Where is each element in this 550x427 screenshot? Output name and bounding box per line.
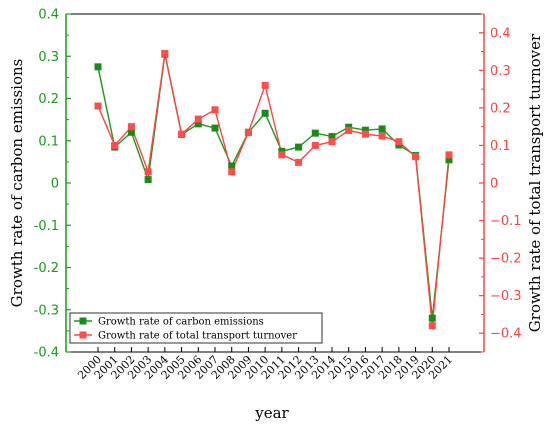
series-2-point bbox=[244, 128, 252, 136]
series-1-point bbox=[194, 120, 202, 128]
series-2-point bbox=[412, 153, 420, 161]
right-tick-label: −0.3 bbox=[490, 289, 522, 304]
left-tick-label: 0 bbox=[51, 177, 59, 192]
right-tick-label: 0 bbox=[490, 177, 498, 192]
series-2-point bbox=[311, 141, 319, 149]
right-tick-label: −0.4 bbox=[490, 327, 522, 342]
series-1-point bbox=[295, 143, 303, 151]
left-tick-label: 0.2 bbox=[38, 92, 59, 107]
series-1-point bbox=[127, 128, 135, 136]
series-markers bbox=[94, 49, 453, 330]
series-2-point bbox=[328, 138, 336, 146]
series-1-point bbox=[361, 126, 369, 134]
series-1-point bbox=[228, 162, 236, 170]
series-line-2 bbox=[97, 53, 450, 326]
series-1-point bbox=[144, 176, 152, 184]
left-tick-label: -0.1 bbox=[34, 219, 59, 234]
series-2-point bbox=[161, 49, 169, 57]
series-2-point bbox=[278, 151, 286, 159]
legend-marker-2 bbox=[79, 331, 87, 339]
left-tick-label: -0.4 bbox=[34, 346, 59, 361]
series-1-point bbox=[428, 314, 436, 322]
series-2-point bbox=[445, 151, 453, 159]
series-2-point bbox=[228, 168, 236, 176]
series-2-point bbox=[378, 132, 386, 140]
right-tick-label: −0.2 bbox=[490, 252, 522, 267]
series-1-point bbox=[278, 147, 286, 155]
left-tick-label: 0.1 bbox=[38, 134, 59, 149]
left-tick-label: -0.3 bbox=[34, 303, 59, 318]
legend-box bbox=[69, 312, 323, 344]
series-2-point bbox=[211, 106, 219, 114]
series-1-point bbox=[94, 63, 102, 71]
series-2-point bbox=[395, 138, 403, 146]
series-2-point bbox=[345, 126, 353, 134]
left-tick-label: 0.3 bbox=[38, 50, 59, 65]
left-axis-title: Growth rate of carbon emissions bbox=[8, 59, 26, 308]
series-2-point bbox=[261, 81, 269, 89]
legend-marker-1 bbox=[79, 317, 87, 325]
series-line-1 bbox=[97, 53, 450, 319]
left-tick-label: 0.4 bbox=[38, 8, 59, 23]
series-lines bbox=[97, 53, 450, 326]
series-2-point bbox=[111, 141, 119, 149]
series-2-point bbox=[127, 123, 135, 131]
right-tick-label: 0.1 bbox=[490, 139, 511, 154]
series-1-point bbox=[378, 125, 386, 133]
series-1-point bbox=[445, 156, 453, 164]
x-axis-title: year bbox=[254, 404, 289, 422]
series-2-point bbox=[361, 130, 369, 138]
series-2-point bbox=[178, 130, 186, 138]
series-2-point bbox=[428, 322, 436, 330]
series-2-point bbox=[144, 168, 152, 176]
series-1-point bbox=[328, 133, 336, 141]
series-2-point bbox=[295, 158, 303, 166]
legend-label-2: Growth rate of total transport turnover bbox=[98, 331, 297, 342]
series-2-point bbox=[194, 115, 202, 123]
left-tick-label: -0.2 bbox=[34, 261, 59, 276]
right-axis-title: Growth rate of total transport turnover bbox=[526, 33, 544, 332]
series-1-point bbox=[311, 129, 319, 137]
right-tick-label: −0.1 bbox=[490, 214, 522, 229]
right-tick-label: 0.2 bbox=[490, 101, 511, 116]
series-2-point bbox=[94, 102, 102, 110]
legend-label-1: Growth rate of carbon emissions bbox=[98, 317, 264, 328]
right-tick-label: 0.4 bbox=[490, 26, 511, 41]
legend: Growth rate of carbon emissions Growth ra… bbox=[69, 312, 323, 344]
series-1-point bbox=[261, 109, 269, 117]
right-tick-label: 0.3 bbox=[490, 64, 511, 79]
series-1-point bbox=[211, 124, 219, 132]
